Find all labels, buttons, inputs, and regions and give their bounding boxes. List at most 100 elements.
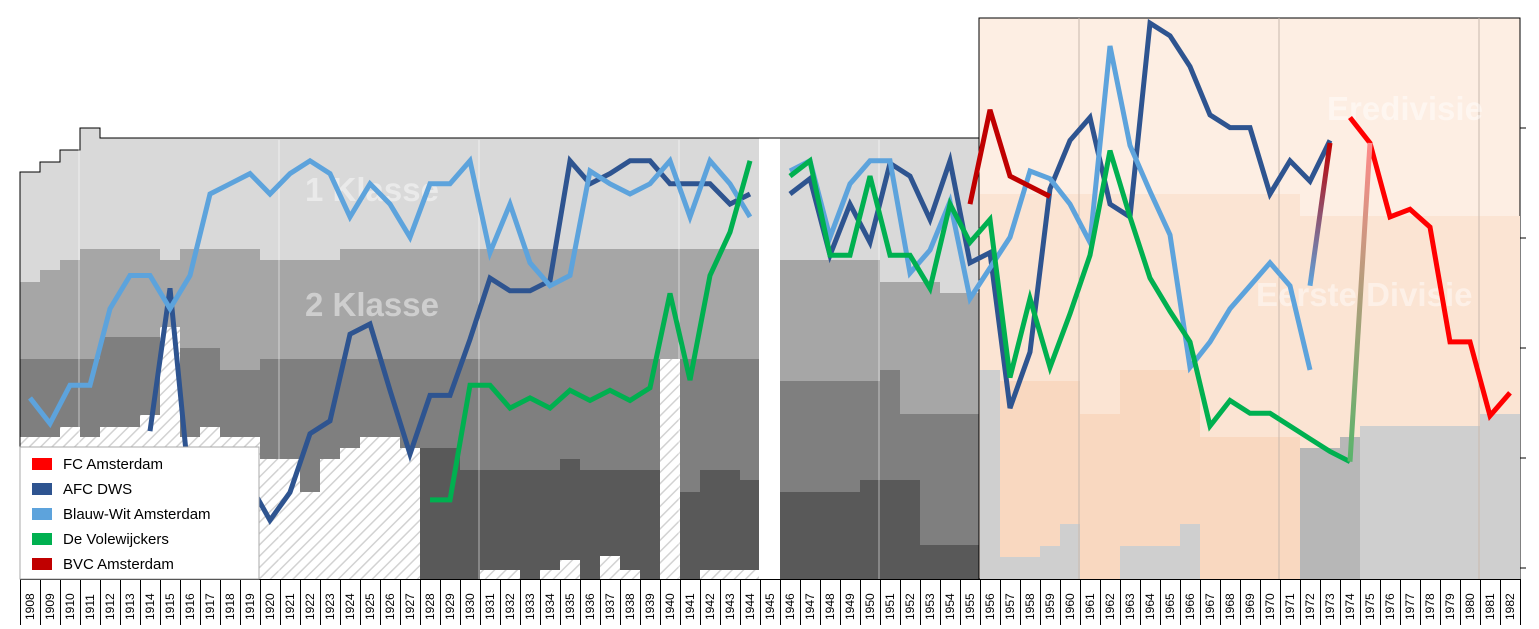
series-line-bvc-amsterdam bbox=[967, 109, 1052, 205]
band-tier1-cell bbox=[120, 138, 140, 249]
band-tier4-cell bbox=[960, 545, 980, 579]
band-tier2-cell bbox=[240, 249, 260, 370]
year-tick-label: 1974 bbox=[1343, 593, 1357, 620]
legend-swatch bbox=[32, 483, 52, 495]
year-tick-label: 1930 bbox=[463, 593, 477, 620]
year-tick-label: 1937 bbox=[603, 593, 617, 620]
year-tick-label: 1967 bbox=[1203, 593, 1217, 620]
year-tick-label: 1966 bbox=[1183, 593, 1197, 620]
band-tier4-cell bbox=[860, 480, 880, 579]
band-tier4-cell bbox=[620, 470, 640, 579]
band-amateur-cell bbox=[1420, 426, 1440, 579]
band-tier1-cell bbox=[100, 138, 120, 249]
band-tier3-cell bbox=[900, 414, 920, 480]
band-tier1-cell bbox=[740, 138, 760, 249]
legend-box bbox=[19, 446, 260, 580]
band-tier2-cell bbox=[960, 293, 980, 414]
band-lower-cell bbox=[1160, 370, 1180, 579]
year-tick-label: 1915 bbox=[163, 593, 177, 620]
year-tick-label: 1917 bbox=[203, 593, 217, 620]
league-label-1-klasse: 1 Klasse bbox=[305, 171, 439, 208]
band-tier4-cell bbox=[720, 470, 740, 579]
band-tier2-cell bbox=[780, 260, 800, 381]
year-tick-label: 1959 bbox=[1043, 593, 1057, 620]
legend-entry-label: De Volewijckers bbox=[63, 531, 169, 548]
league-label-2-klasse: 2 Klasse bbox=[305, 286, 439, 323]
band-tier1-cell bbox=[140, 138, 160, 249]
band-tier4-cell bbox=[480, 470, 500, 579]
band-tier2-cell bbox=[180, 249, 200, 348]
year-tick-label: 1960 bbox=[1063, 593, 1077, 620]
year-tick-label: 1936 bbox=[583, 593, 597, 620]
band-amateur-cell bbox=[1180, 524, 1200, 579]
band-tier2-cell bbox=[100, 249, 120, 337]
band-tier1-cell bbox=[40, 162, 60, 270]
band-tier4-cell bbox=[520, 470, 540, 579]
band-hatch-cell bbox=[380, 437, 400, 579]
band-lower-cell bbox=[1040, 381, 1060, 579]
band-tier1-cell bbox=[920, 138, 940, 282]
band-tier4-cell bbox=[780, 492, 800, 579]
band-lower-cell bbox=[1020, 381, 1040, 579]
band-tier2-cell bbox=[40, 270, 60, 359]
band-tier4-cell bbox=[540, 470, 560, 579]
band-amateur-cell bbox=[1140, 546, 1160, 579]
band-hatch-cell bbox=[340, 448, 360, 579]
band-tier4-cell bbox=[560, 459, 580, 579]
band-tier4-cell bbox=[460, 470, 480, 579]
band-lower-cell bbox=[1260, 437, 1280, 579]
band-tier3-cell bbox=[820, 381, 840, 492]
band-hatch-cell bbox=[620, 570, 640, 579]
band-tier3-cell bbox=[940, 414, 960, 545]
band-tier4-cell bbox=[640, 470, 660, 579]
band-tier4-cell bbox=[800, 492, 820, 579]
band-amateur-cell bbox=[1020, 557, 1040, 579]
band-tier1-cell bbox=[340, 138, 360, 249]
band-tier1-cell bbox=[640, 138, 660, 249]
band-tier2-cell bbox=[860, 260, 880, 381]
year-tick-label: 1927 bbox=[403, 593, 417, 620]
year-tick-label: 1955 bbox=[963, 593, 977, 620]
band-hatch-cell bbox=[400, 448, 420, 579]
band-tier2-cell bbox=[900, 282, 920, 414]
band-gap-1945 bbox=[759, 128, 781, 579]
band-tier2-cell bbox=[140, 249, 160, 337]
legend-swatch bbox=[32, 508, 52, 520]
year-tick-label: 1911 bbox=[83, 594, 97, 620]
band-tier2-cell bbox=[440, 249, 460, 359]
band-hatch-cell bbox=[660, 359, 680, 579]
band-tier1-cell bbox=[60, 150, 80, 260]
band-tier2-cell bbox=[800, 260, 820, 381]
year-tick-label: 1982 bbox=[1503, 593, 1517, 620]
year-tick-label: 1969 bbox=[1243, 593, 1257, 620]
band-amateur-cell bbox=[1320, 448, 1340, 579]
series-line-de-volewijckers bbox=[788, 149, 1352, 464]
year-tick-label: 1968 bbox=[1223, 593, 1237, 620]
band-tier2-cell bbox=[320, 260, 340, 359]
band-tier2-cell bbox=[360, 249, 380, 359]
year-tick-label: 1925 bbox=[363, 593, 377, 620]
band-tier4-cell bbox=[680, 492, 700, 579]
year-tick-label: 1962 bbox=[1103, 593, 1117, 620]
year-tick-label: 1980 bbox=[1463, 593, 1477, 620]
year-tick-label: 1981 bbox=[1483, 593, 1497, 620]
band-tier2-cell bbox=[520, 249, 540, 359]
band-lower-cell bbox=[1080, 414, 1100, 579]
band-hatch-cell bbox=[360, 437, 380, 579]
band-tier2-cell bbox=[740, 249, 760, 359]
band-hatch-cell bbox=[560, 560, 580, 579]
series-line-de-volewijckers bbox=[430, 160, 753, 503]
band-tier4-cell bbox=[700, 470, 720, 579]
year-tick-label: 1921 bbox=[283, 593, 297, 620]
band-tier4-cell bbox=[840, 492, 860, 579]
series-line-blauw-wit-amsterdam bbox=[28, 155, 753, 429]
year-tick-label: 1947 bbox=[803, 593, 817, 620]
band-tier4-cell bbox=[820, 492, 840, 579]
legend-swatch bbox=[32, 458, 52, 470]
year-tick-label: 1977 bbox=[1403, 593, 1417, 620]
band-hatch-cell bbox=[320, 459, 340, 579]
year-tick-label: 1945 bbox=[763, 593, 777, 620]
legend-swatch bbox=[32, 533, 52, 545]
year-tick-label: 1912 bbox=[103, 593, 117, 620]
band-tier2-cell bbox=[720, 249, 740, 359]
